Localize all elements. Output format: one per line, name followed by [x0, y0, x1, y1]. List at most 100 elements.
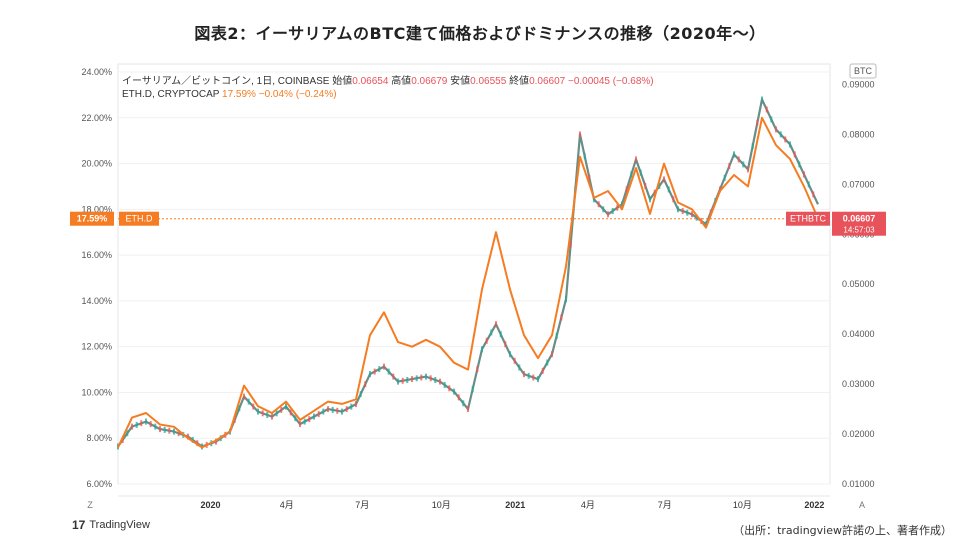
left-tick-label: 14.00%	[81, 296, 112, 306]
candle	[453, 388, 455, 395]
x-axis: 2020 4月 7月 10月 2021 4月 7月 10月 2022 Z A	[87, 495, 865, 510]
candle	[154, 423, 157, 430]
x-tick-label: 10月	[432, 500, 451, 510]
candle	[569, 241, 572, 248]
candle	[630, 171, 633, 178]
right-tick-label: 0.04000	[842, 329, 875, 339]
candle	[177, 430, 180, 437]
candle	[607, 211, 609, 218]
left-series-tag	[119, 211, 159, 226]
candle	[523, 371, 525, 378]
candle	[765, 106, 768, 113]
legend-ohlc-label: 始値	[332, 76, 353, 87]
source-note: （出所：tradingview許諾の上、著者作成）	[733, 524, 952, 537]
candle	[644, 183, 647, 189]
candle	[653, 189, 656, 196]
candle	[159, 426, 161, 433]
candle	[621, 201, 623, 208]
candle	[658, 183, 661, 189]
left-axis: 6.00% 8.00% 10.00% 12.00% 14.00% 16.00% 18.00%…	[81, 67, 112, 489]
candle	[448, 385, 451, 392]
left-value-tag-text: 17.59%	[77, 214, 108, 224]
right-series-tag-text: ETHBTC	[790, 214, 827, 224]
chart-svg[interactable]: 6.00% 8.00% 10.00% 12.00% 14.00% 16.00% 18.00%…	[70, 62, 890, 510]
candle	[373, 368, 376, 375]
candle	[336, 407, 339, 414]
right-tick-label: 0.02000	[842, 429, 875, 439]
candle	[565, 296, 567, 303]
left-tick-label: 6.00%	[86, 479, 112, 489]
x-tick-label: 10月	[733, 500, 752, 510]
candle	[392, 373, 395, 380]
candle	[481, 346, 483, 353]
candle	[733, 151, 735, 158]
candle	[345, 406, 348, 413]
candle	[560, 314, 563, 321]
left-tick-label: 10.00%	[81, 387, 112, 397]
legend-change: −0.00045 (−0.68%)	[568, 76, 654, 87]
candle	[355, 401, 357, 408]
candle	[812, 191, 815, 198]
candle	[275, 410, 278, 417]
candle	[579, 131, 581, 138]
candle	[495, 321, 497, 328]
candle	[667, 186, 670, 193]
candle	[252, 403, 255, 410]
candle	[779, 131, 782, 138]
candle	[695, 214, 698, 221]
left-tick-label: 8.00%	[86, 433, 112, 443]
candle	[593, 196, 595, 203]
candle	[775, 126, 777, 133]
candle	[420, 374, 423, 381]
right-axis: 0.010000.020000.030000.040000.050000.060…	[842, 63, 877, 489]
legend-ohlc: 始値0.06654 高値0.06679 安値0.06555 終値0.06607	[332, 76, 568, 87]
candle	[135, 421, 138, 428]
candle	[261, 410, 264, 417]
candle	[294, 415, 297, 422]
candle	[588, 174, 591, 181]
candle	[719, 186, 721, 193]
candle	[313, 413, 315, 420]
candle	[308, 416, 311, 423]
price-markers: 17.59% ETH.D ETHBTC 0.06607 14:57:03	[70, 211, 886, 236]
candle	[317, 411, 320, 418]
candle	[425, 373, 427, 380]
legend-series2-values: 17.59% −0.04% (−0.24%)	[222, 89, 337, 100]
candle	[499, 331, 502, 338]
candle	[359, 391, 362, 398]
candle	[131, 423, 133, 430]
candle	[126, 430, 129, 437]
right-series-tag	[786, 211, 830, 226]
legend-series2-name: ETH.D, CRYPTOCAP	[122, 89, 220, 100]
currency-box	[849, 63, 877, 79]
candle	[331, 406, 334, 413]
x-tick-label: 7月	[355, 500, 369, 510]
left-tick-label: 22.00%	[81, 113, 112, 123]
legend-ohlc-value: 0.06654	[352, 76, 392, 87]
x-tick-label: 4月	[280, 500, 294, 510]
candle	[121, 436, 124, 443]
candle	[691, 211, 693, 218]
right-tick-label: 0.08000	[842, 129, 875, 139]
candle	[616, 204, 619, 211]
candle	[187, 433, 189, 440]
candle	[299, 421, 301, 428]
candle	[149, 421, 152, 428]
candle	[271, 413, 273, 420]
candle	[173, 428, 175, 435]
candle	[327, 406, 329, 413]
legend-ohlc-label: 終値	[509, 76, 530, 87]
candle	[490, 329, 493, 336]
chart-area[interactable]: 6.00% 8.00% 10.00% 12.00% 14.00% 16.00% 18.00%…	[70, 62, 890, 510]
candle	[504, 341, 507, 348]
candle	[145, 418, 147, 425]
candle	[257, 408, 259, 415]
candle	[411, 376, 413, 383]
candle	[397, 378, 399, 385]
candle	[471, 386, 474, 393]
candle	[163, 426, 166, 433]
eth-dominance-series	[117, 116, 819, 449]
grid	[117, 63, 831, 485]
candle	[341, 408, 343, 415]
ethbtc-series	[117, 96, 819, 450]
